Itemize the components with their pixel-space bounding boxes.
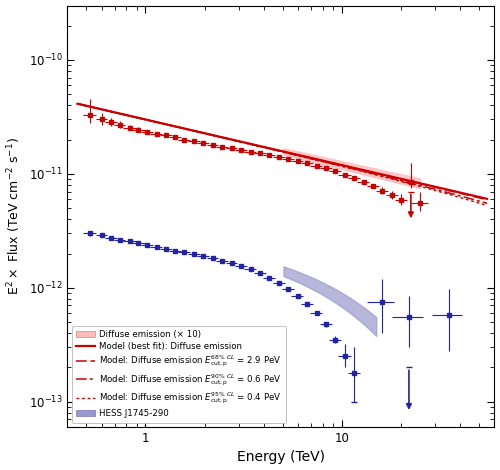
Y-axis label: E$^2\times$ Flux (TeV cm$^{-2}$ s$^{-1}$): E$^2\times$ Flux (TeV cm$^{-2}$ s$^{-1}$…: [6, 137, 23, 295]
X-axis label: Energy (TeV): Energy (TeV): [237, 450, 325, 464]
Legend: Diffuse emission (× 10), Model (best fit): Diffuse emission, Model: Diffuse emis: Diffuse emission (× 10), Model (best fit…: [72, 326, 286, 423]
